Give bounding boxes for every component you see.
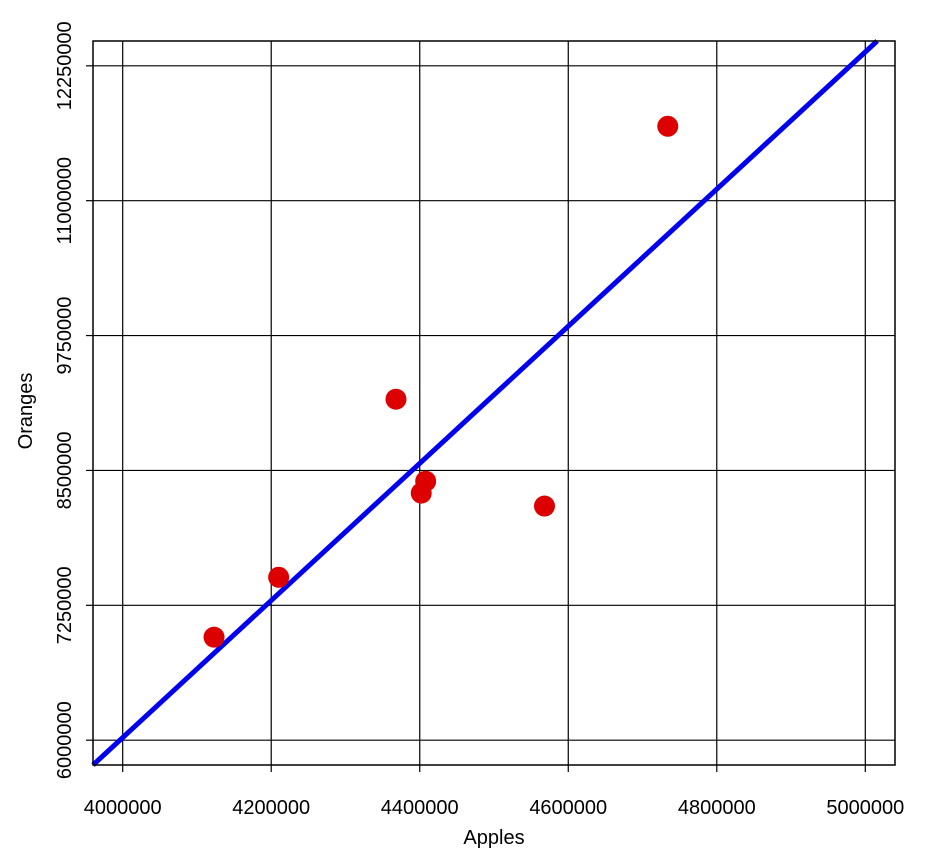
y-tick-label: 12250000 [54,21,76,110]
data-point [385,388,407,410]
data-point [203,626,225,648]
y-tick-label: 7250000 [54,566,76,644]
data-point [415,470,437,492]
data-point [268,566,290,588]
y-tick-label: 8500000 [54,431,76,509]
x-tick-label: 4800000 [678,797,756,819]
data-points [203,115,679,648]
x-tick-label: 4600000 [529,797,607,819]
x-tick-label: 4000000 [84,797,162,819]
x-tick-label: 4400000 [381,797,459,819]
x-tick-label: 4200000 [232,797,310,819]
data-point [533,495,555,517]
x-axis-label: Apples [463,827,524,849]
x-axis-ticks: 4000000 4200000 4400000 4600000 4800000 50000… [84,765,904,819]
y-axis-label: Oranges [15,373,37,450]
y-tick-label: 6000000 [54,701,76,779]
y-tick-label: 9750000 [54,297,76,375]
y-axis-ticks: 6000000 7250000 8500000 9750000 11000000 1225… [54,21,93,779]
plot-area-frame [92,40,896,766]
regression-line [91,39,879,767]
grid-lines [93,41,895,765]
data-point [657,115,679,137]
y-tick-label: 11000000 [54,157,76,245]
x-tick-label: 5000000 [826,797,904,819]
